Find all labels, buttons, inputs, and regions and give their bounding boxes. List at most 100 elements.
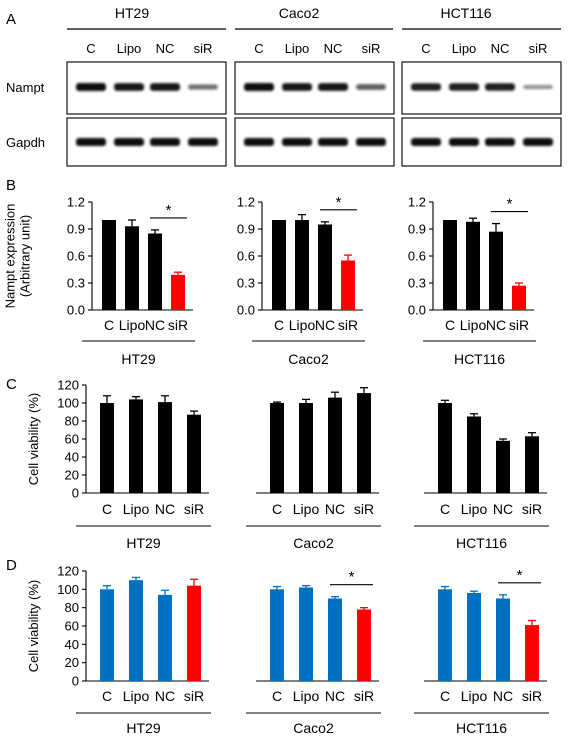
panel-d-ht29-bar-lipo bbox=[129, 580, 143, 681]
panel-c-ht29-y-tick-label: 20 bbox=[65, 468, 79, 483]
blot-band-hct116-gapdh-sir bbox=[523, 138, 553, 146]
panel-c-hct116-category-label-sir: siR bbox=[522, 501, 542, 517]
panel-b-caco2-category-label-nc: NC bbox=[315, 317, 335, 333]
panel-letter-b: B bbox=[6, 177, 16, 194]
blot-lane-label-ht29-c: C bbox=[86, 41, 95, 56]
panel-b-hct116-bar-sir bbox=[512, 285, 526, 310]
panel-b-ht29-y-tick-label: 0.6 bbox=[67, 249, 85, 264]
panel-b-ht29-y-tick-label: 0.9 bbox=[67, 222, 85, 237]
blot-band-caco2-nampt-lipo bbox=[282, 83, 312, 91]
panel-c-hct116-group-label: HCT116 bbox=[456, 535, 507, 551]
panel-d-hct116-significance-star: * bbox=[517, 567, 523, 584]
panel-d-ht29-y-tick-label: 40 bbox=[65, 637, 79, 652]
panel-c-hct116-category-label-nc: NC bbox=[493, 501, 513, 517]
blot-band-caco2-nampt-sir bbox=[356, 84, 386, 90]
panel-b-hct116-group-label: HCT116 bbox=[454, 351, 505, 367]
panel-d-caco2-category-label-sir: siR bbox=[354, 688, 374, 704]
blot-band-ht29-gapdh-lipo bbox=[114, 138, 144, 146]
blot-band-caco2-gapdh-sir bbox=[356, 138, 386, 146]
panel-c-ht29-y-tick-label: 60 bbox=[65, 432, 79, 447]
panel-c-ht29-group-label: HT29 bbox=[126, 535, 160, 551]
panel-d-chart: Cell viability (%) 0 20 40 60 80 100 120 C Lipo NC… bbox=[26, 564, 549, 736]
panel-d-ht29-group-label: HT29 bbox=[126, 720, 160, 736]
blot-band-caco2-nampt-nc bbox=[318, 83, 348, 91]
panel-c-ht29-y-tick-label: 80 bbox=[65, 414, 79, 429]
panel-c-hct116-bar-c bbox=[438, 403, 452, 493]
blot-lane-label-hct116-c: C bbox=[421, 41, 430, 56]
panel-b-caco2-significance-star: * bbox=[336, 194, 342, 211]
panel-c-hct116-bar-sir bbox=[525, 436, 539, 493]
panel-d-ht29-bar-nc bbox=[158, 594, 172, 681]
panel-c-caco2-bar-sir bbox=[357, 393, 371, 493]
panel-c-caco2-category-label-sir: siR bbox=[354, 501, 374, 517]
panel-b-hct116-y-tick-label: 0.3 bbox=[408, 276, 426, 291]
panel-b-caco2-bar-sir bbox=[341, 260, 355, 310]
panel-b-ht29-y-tick-label: 0.3 bbox=[67, 276, 85, 291]
panel-d-ht29-y-tick-label: 100 bbox=[57, 582, 79, 597]
panel-b-hct116-category-label-lipo: Lipo bbox=[460, 317, 487, 333]
panel-d-caco2-bar-lipo bbox=[299, 587, 313, 681]
panel-b-caco2-y-tick-label: 1.2 bbox=[237, 195, 255, 210]
panel-d-caco2-bar-sir bbox=[357, 609, 371, 681]
panel-d-ht29-bar-sir bbox=[187, 585, 201, 681]
panel-b-hct116-y-tick-label: 0.9 bbox=[408, 222, 426, 237]
panel-b-hct116-category-label-sir: siR bbox=[509, 317, 529, 333]
panel-b-caco2-category-label-c: C bbox=[274, 317, 284, 333]
blot-header-caco2: Caco2 bbox=[279, 5, 320, 21]
panel-b-y-axis-label-line-2: (Arbitrary unit) bbox=[18, 215, 33, 297]
panel-b-caco2-bar-lipo bbox=[295, 220, 309, 310]
panel-d-ht29-category-label-lipo: Lipo bbox=[123, 688, 150, 704]
blot-lane-label-hct116-nc: NC bbox=[491, 41, 510, 56]
blot-lane-label-ht29-lipo: Lipo bbox=[117, 41, 142, 56]
panel-c-chart: Cell viability (%) 0 20 40 60 80 100 120 C Lipo NC… bbox=[26, 378, 549, 551]
panel-c-caco2-category-label-lipo: Lipo bbox=[293, 501, 320, 517]
blot-band-caco2-gapdh-lipo bbox=[282, 138, 312, 146]
blot-band-hct116-gapdh-nc bbox=[485, 138, 515, 146]
blot-lane-label-ht29-sir: siR bbox=[194, 41, 213, 56]
blot-band-ht29-nampt-lipo bbox=[114, 83, 144, 91]
blot-lane-label-caco2-lipo: Lipo bbox=[285, 41, 310, 56]
blot-band-ht29-gapdh-c bbox=[76, 138, 106, 146]
panel-d-ht29-y-tick-label: 120 bbox=[57, 564, 79, 579]
panel-b-caco2-bar-nc bbox=[318, 224, 332, 310]
panel-b-caco2-y-tick-label: 0.3 bbox=[237, 276, 255, 291]
panel-b-caco2-y-tick-label: 0.0 bbox=[237, 303, 255, 318]
blot-lane-label-hct116-lipo: Lipo bbox=[452, 41, 477, 56]
blot-lane-label-hct116-sir: siR bbox=[529, 41, 548, 56]
blot-lane-label-ht29-nc: NC bbox=[156, 41, 175, 56]
panel-d-ht29-y-tick-label: 20 bbox=[65, 655, 79, 670]
panel-c-caco2-bar-nc bbox=[328, 397, 342, 493]
panel-b-hct116-y-tick-label: 1.2 bbox=[408, 195, 426, 210]
panel-b-caco2-category-label-lipo: Lipo bbox=[289, 317, 316, 333]
blot-band-hct116-nampt-sir bbox=[523, 84, 553, 90]
panel-d-caco2-category-label-lipo: Lipo bbox=[293, 688, 320, 704]
panel-c-ht29-bar-c bbox=[100, 403, 114, 493]
blot-band-hct116-nampt-c bbox=[411, 83, 441, 91]
blot-band-hct116-gapdh-lipo bbox=[449, 138, 479, 146]
panel-b-ht29-significance-star: * bbox=[166, 202, 172, 219]
panel-b-caco2-category-label-sir: siR bbox=[338, 317, 358, 333]
panel-b-hct116-bar-nc bbox=[489, 231, 503, 310]
panel-b-hct116-y-tick-label: 0.0 bbox=[408, 303, 426, 318]
panel-d-ht29-category-label-c: C bbox=[102, 688, 112, 704]
panel-d-hct116-group-label: HCT116 bbox=[456, 720, 507, 736]
panel-letter-d: D bbox=[6, 557, 17, 574]
panel-b-hct116-significance-star: * bbox=[507, 196, 513, 213]
panel-letter-a: A bbox=[6, 11, 16, 28]
blot-band-caco2-nampt-c bbox=[244, 83, 274, 91]
panel-d-hct116-bar-c bbox=[438, 589, 452, 681]
panel-c-ht29-bar-sir bbox=[187, 414, 201, 493]
blot-band-ht29-gapdh-nc bbox=[150, 138, 180, 146]
blot-row-label-nampt: Nampt bbox=[6, 80, 45, 95]
panel-d-ht29-bar-c bbox=[100, 589, 114, 681]
panel-b-ht29-category-label-lipo: Lipo bbox=[119, 317, 146, 333]
panel-c-caco2-bar-lipo bbox=[299, 403, 313, 493]
blot-band-caco2-gapdh-nc bbox=[318, 138, 348, 146]
panel-c-hct116-category-label-lipo: Lipo bbox=[461, 501, 488, 517]
panel-d-caco2-group-label: Caco2 bbox=[293, 720, 334, 736]
panel-c-ht29-y-tick-label: 0 bbox=[72, 486, 79, 501]
panel-d-caco2-bar-c bbox=[270, 589, 284, 681]
panel-d-hct116-category-label-nc: NC bbox=[493, 688, 513, 704]
panel-d-ht29-y-tick-label: 60 bbox=[65, 619, 79, 634]
